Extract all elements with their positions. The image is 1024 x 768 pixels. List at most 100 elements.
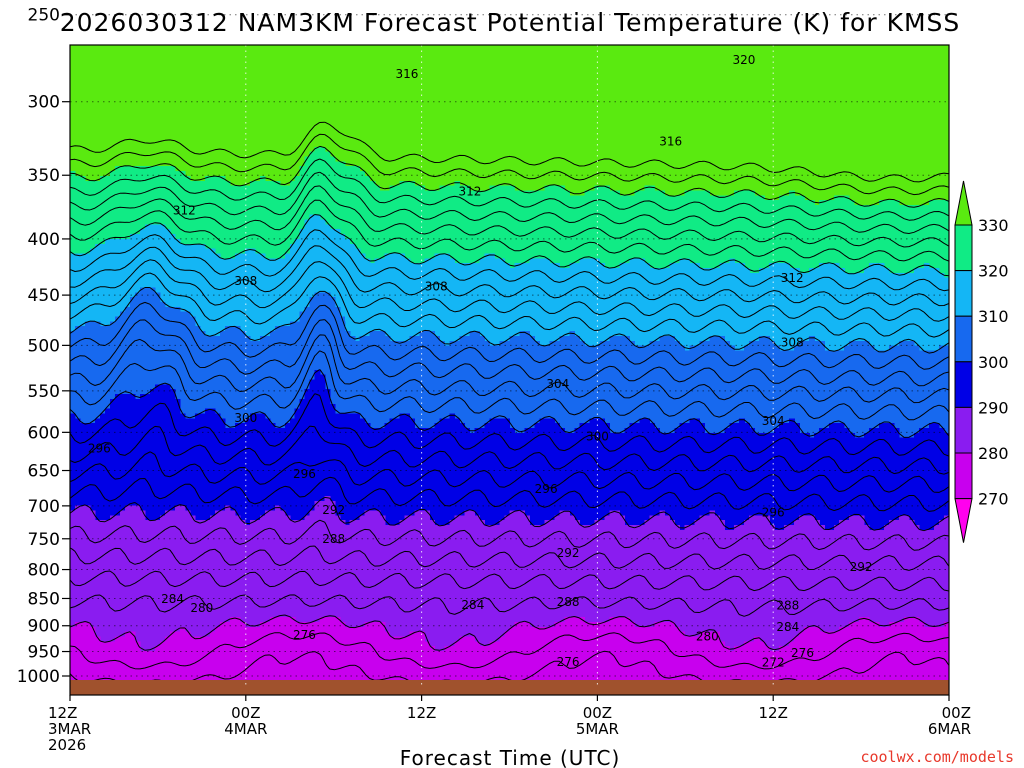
- contour-label: 292: [850, 560, 873, 574]
- contour-label: 312: [781, 271, 804, 285]
- y-tick-label: 350: [28, 166, 60, 186]
- credit-link[interactable]: coolwx.com/models: [860, 748, 1014, 766]
- y-tick-label: 700: [28, 497, 60, 517]
- isoline-282: [70, 594, 949, 617]
- colorbar: 330 320 310 300 290 280 270: [954, 180, 1009, 543]
- fill-band-6: [70, 617, 949, 685]
- colorbar-segment: [954, 224, 973, 272]
- isoline-334: [70, 121, 949, 183]
- contour-label: 276: [293, 628, 316, 642]
- isoline-280: [70, 614, 949, 651]
- y-tick-label: 450: [28, 286, 60, 306]
- isoline-300: [70, 369, 949, 438]
- contour-label: 316: [395, 67, 418, 81]
- colorbar-segment: [954, 452, 973, 500]
- x-tick-label: 3MAR: [48, 720, 91, 738]
- x-tick-label: 4MAR: [224, 720, 267, 738]
- x-tick-label: 12Z: [407, 704, 436, 722]
- contour-label: 276: [791, 646, 814, 660]
- isoline-318: [70, 229, 949, 292]
- isoline-312: [70, 272, 949, 338]
- isoline-304: [70, 334, 949, 404]
- contour-label: 308: [425, 280, 448, 294]
- contour-label: 308: [234, 274, 257, 288]
- contour-label: 292: [557, 546, 580, 560]
- contour-labels: 3283243243243203163163123123123083083083…: [88, 53, 873, 669]
- isoline-314: [70, 259, 949, 322]
- contour-label: 320: [732, 53, 755, 67]
- contour-label: 304: [762, 414, 785, 428]
- x-tick-label: 12Z: [759, 704, 788, 722]
- isoline-310: [70, 287, 949, 354]
- y-axis: 250 300 350 400 450 500 550 600 650 700 750 800 850 9…: [17, 6, 70, 687]
- colorbar-label: 300: [978, 353, 1009, 372]
- isoline-322: [70, 199, 949, 262]
- isoline-302: [70, 350, 949, 421]
- colorbar-label: 310: [978, 307, 1009, 326]
- x-tick-label: 00Z: [942, 704, 971, 722]
- y-tick-label: 400: [28, 230, 60, 250]
- isoline-298: [70, 393, 949, 457]
- contour-label: 300: [234, 411, 257, 425]
- fill-band-3: [70, 287, 949, 439]
- y-tick-label: 650: [28, 462, 60, 482]
- isoline-296: [70, 425, 949, 475]
- contour-label: 316: [659, 134, 682, 148]
- x-tick-label: 6MAR: [928, 720, 971, 738]
- colorbar-label: 320: [978, 262, 1009, 281]
- colorbar-segment: [954, 270, 973, 317]
- terrain-ground: [70, 680, 949, 695]
- isoline-290: [70, 496, 949, 532]
- colorbar-segment: [954, 361, 973, 408]
- isoline-306: [70, 319, 949, 387]
- contour-label: 296: [762, 506, 785, 520]
- contour-label: 276: [557, 655, 580, 669]
- fill-band-4: [70, 369, 949, 531]
- contour-label: 296: [293, 467, 316, 481]
- colorbar-top-arrow: [954, 180, 973, 226]
- isoline-288: [70, 519, 949, 551]
- isoline-320: [70, 214, 949, 277]
- isoline-286: [70, 545, 949, 571]
- y-tick-label: 550: [28, 382, 60, 402]
- contour-label: 308: [781, 335, 804, 349]
- contour-label: 292: [322, 503, 345, 517]
- x-tick-label: 00Z: [231, 704, 260, 722]
- contour-label: 312: [173, 204, 196, 218]
- colorbar-label: 330: [978, 216, 1009, 235]
- y-tick-label: 500: [28, 336, 60, 356]
- contour-label: 296: [535, 482, 558, 496]
- contour-label: 296: [88, 442, 111, 456]
- isoline-292: [70, 476, 949, 512]
- colorbar-bottom-arrow: [954, 498, 973, 543]
- y-tick-label: 750: [28, 530, 60, 550]
- fill-band-1: [70, 146, 949, 279]
- y-tick-label: 1000: [17, 667, 60, 687]
- isoline-330: [70, 145, 949, 208]
- x-tick-label: 00Z: [583, 704, 612, 722]
- x-tick-label: 5MAR: [576, 720, 619, 738]
- isoline-324: [70, 185, 949, 248]
- y-tick-label: 250: [28, 6, 60, 26]
- colorbar-label: 290: [978, 398, 1009, 417]
- contour-label: 304: [546, 377, 569, 391]
- isoline-316: [70, 245, 949, 307]
- contour-label: 312: [458, 184, 481, 198]
- contour-label: 288: [557, 595, 580, 609]
- y-tick-label: 850: [28, 589, 60, 609]
- x-axis-label: Forecast Time (UTC): [400, 746, 621, 768]
- contour-label: 288: [776, 599, 799, 613]
- chart-title: 2026030312 NAM3KM Forecast Potential Tem…: [60, 8, 961, 37]
- isoline-294: [70, 451, 949, 493]
- y-tick-label: 800: [28, 561, 60, 581]
- contour-label: 300: [586, 429, 609, 443]
- x-tick-label: 12Z: [48, 704, 77, 722]
- isoline-332: [70, 133, 949, 196]
- y-tick-label: 950: [28, 643, 60, 663]
- contour-label: 272: [762, 655, 785, 669]
- fill-band-2: [70, 214, 949, 351]
- y-tick-label: 600: [28, 423, 60, 443]
- x-tick-label: 2026: [48, 736, 86, 754]
- contour-label: 288: [322, 532, 345, 546]
